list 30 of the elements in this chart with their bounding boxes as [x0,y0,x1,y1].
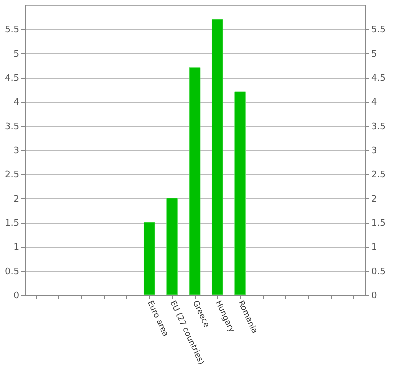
y-tick-label: 0.5 [5,267,20,278]
y2-tick-label: 0 [372,292,378,302]
bar [166,198,178,296]
y-tick-label: 3.5 [5,122,20,132]
y-tick-label: 1.5 [5,219,20,229]
y2-tick-label: 4 [372,98,378,108]
bar [189,68,201,296]
y-tick-label: 0 [14,292,20,302]
bar [212,19,224,296]
y-tick-label: 4.5 [5,74,20,84]
y2-tick-label: 3 [372,146,378,156]
x-tick-label: Euro area [146,299,171,338]
y-tick-label: 1 [14,243,20,254]
y2-tick-label: 2 [372,194,378,205]
y2-tick-label: 4.5 [372,74,386,84]
y2-tick-label: 0.5 [372,267,386,278]
y-tick-label: 4 [14,98,20,108]
y-tick-label: 2 [14,194,20,205]
y-tick-label: 5.5 [5,26,20,36]
y2-tick-label: 3.5 [372,122,386,132]
y2-tick-label: 5 [372,50,378,60]
y-tick-label: 2.5 [5,170,20,181]
bar [234,92,246,296]
y-tick-label: 3 [14,146,20,156]
y-tick-label: 5 [14,50,20,60]
y2-tick-label: 5.5 [372,26,386,36]
bar [144,222,156,296]
y2-tick-label: 1.5 [372,219,386,229]
y2-tick-label: 2.5 [372,170,386,181]
y2-tick-label: 1 [372,243,378,254]
